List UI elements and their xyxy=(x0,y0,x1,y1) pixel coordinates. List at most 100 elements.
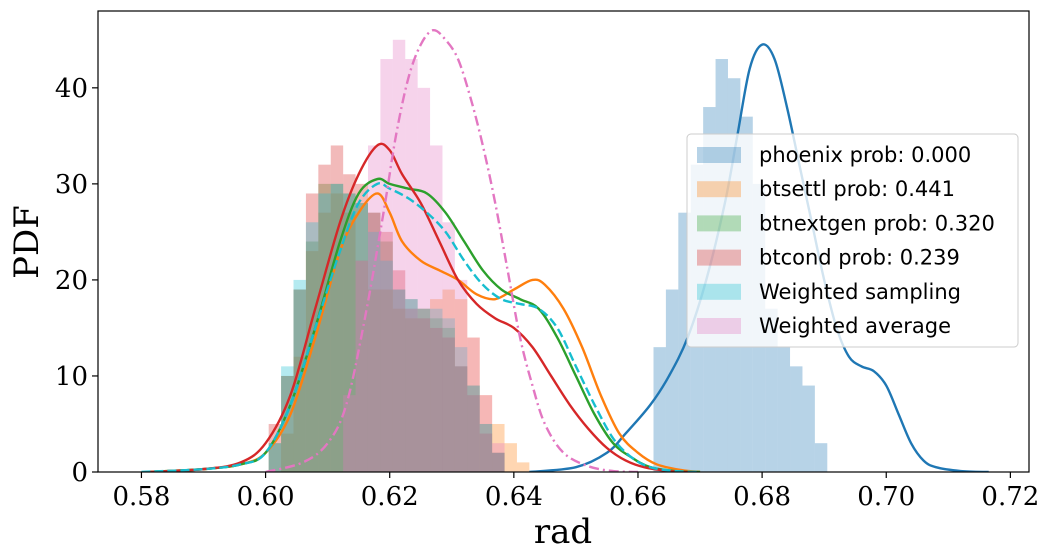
histogram-bar-s0-11 xyxy=(790,366,803,472)
legend-label-s1: btsettl prob: 0.441 xyxy=(759,177,955,201)
histogram-bar-s1-3 xyxy=(318,212,331,472)
histogram-bar-s5-3 xyxy=(380,59,393,472)
histogram-bar-s5-6 xyxy=(417,87,431,472)
histogram-bar-s2-0 xyxy=(268,443,282,472)
histogram-bar-s5-10 xyxy=(467,337,480,472)
y-axis-label: PDF xyxy=(7,205,47,279)
legend: phoenix prob: 0.000 btsettl prob: 0.441 bt… xyxy=(686,133,1019,348)
histogram-bar-s1-5 xyxy=(343,212,356,472)
y-tick-label: 30 xyxy=(55,170,88,200)
histogram-bar-s0-0 xyxy=(653,347,666,472)
histogram-bar-s1-11 xyxy=(417,308,431,472)
histogram-bar-s1-14 xyxy=(454,299,468,472)
histogram-bar-s1-7 xyxy=(367,289,381,472)
legend-label-s3: btcond prob: 0.239 xyxy=(759,246,960,270)
histogram-bar-s3-7 xyxy=(355,183,368,472)
kde-line-s0 xyxy=(529,43,989,472)
histogram-bar-s5-4 xyxy=(392,39,406,472)
x-tick-label: 0.62 xyxy=(361,482,419,512)
histogram-bar-s3-1 xyxy=(281,375,294,472)
y-tick-label: 20 xyxy=(55,266,88,296)
y-tick-label: 0 xyxy=(71,458,88,488)
histogram-bar-s3-6 xyxy=(343,174,356,472)
histogram-bar-s3-8 xyxy=(367,212,381,472)
histogram-bar-s3-3 xyxy=(305,193,319,472)
histogram-bar-s5-9 xyxy=(454,279,468,472)
histogram-bar-s4-11 xyxy=(405,299,418,472)
histogram-bar-s1-9 xyxy=(392,308,406,472)
histogram-bar-s0-13 xyxy=(814,443,828,472)
x-tick-label: 0.58 xyxy=(113,482,171,512)
y-axis-ticks: 0 10 20 30 40 xyxy=(55,74,98,488)
histogram-bar-s2-11 xyxy=(405,299,418,472)
histogram-bar-s3-18 xyxy=(492,452,505,472)
histogram-bar-s3-17 xyxy=(479,433,493,472)
legend-swatch-s0 xyxy=(697,147,741,163)
x-axis-label: rad xyxy=(534,512,592,552)
histogram-bar-s4-8 xyxy=(367,231,381,472)
histogram-bar-s2-8 xyxy=(367,212,381,472)
histogram-bar-s3-9 xyxy=(380,231,393,472)
histogram-bar-s2-10 xyxy=(392,289,406,472)
y-tick-label: 40 xyxy=(55,74,88,104)
histogram-bar-s1-13 xyxy=(442,289,455,472)
histogram-bar-s3-15 xyxy=(454,366,468,472)
histogram-bar-s2-16 xyxy=(467,385,480,472)
legend-box xyxy=(686,133,1019,348)
histogram-bar-s4-14 xyxy=(442,318,455,472)
histogram-bar-s3-16 xyxy=(467,395,480,472)
legend-label-s0: phoenix prob: 0.000 xyxy=(759,143,971,167)
histogram-bar-s5-1 xyxy=(355,260,368,472)
x-tick-label: 0.64 xyxy=(485,482,543,512)
histogram-bar-s4-5 xyxy=(330,183,344,472)
histogram-bar-s4-13 xyxy=(430,308,443,472)
histogram-bar-s1-0 xyxy=(281,433,294,472)
histogram-bar-s2-15 xyxy=(454,366,468,472)
histogram-bar-s0-10 xyxy=(777,347,791,472)
x-tick-label: 0.70 xyxy=(857,482,915,512)
legend-swatch-s2 xyxy=(697,215,741,232)
kde-line-s2 xyxy=(147,177,701,472)
histogram-bar-s5-8 xyxy=(442,222,455,472)
histogram-bar-s4-12 xyxy=(417,308,431,472)
histogram-bar-s3-4 xyxy=(318,164,331,472)
legend-label-s5: Weighted average xyxy=(759,314,951,338)
x-tick-label: 0.72 xyxy=(981,482,1039,512)
histogram-bar-s3-10 xyxy=(392,270,406,472)
histogram-bar-s1-15 xyxy=(467,337,480,472)
x-tick-label: 0.66 xyxy=(609,482,667,512)
histogram-bar-s5-2 xyxy=(367,145,381,472)
x-tick-label: 0.68 xyxy=(733,482,791,512)
kde-line-s4 xyxy=(141,182,701,472)
histogram-bar-s4-0 xyxy=(268,443,282,472)
legend-swatch-s4 xyxy=(697,283,741,300)
legend-label-s4: Weighted sampling xyxy=(759,280,961,304)
histogram-bar-s4-10 xyxy=(392,289,406,472)
histogram-bar-s4-17 xyxy=(479,423,493,472)
kde-curves xyxy=(141,28,989,472)
histogram-bar-s2-3 xyxy=(305,241,319,472)
histogram-bar-s2-18 xyxy=(492,452,505,472)
x-axis-ticks: 0.58 0.60 0.62 0.64 0.66 0.68 0.70 0.72 xyxy=(113,472,1039,512)
histogram-bar-s0-9 xyxy=(765,308,778,472)
legend-swatch-s3 xyxy=(697,249,741,266)
legend-label-s2: btnextgen prob: 0.320 xyxy=(759,211,995,235)
histogram-bar-s5-12 xyxy=(492,443,505,472)
histogram-bar-s2-17 xyxy=(479,423,493,472)
histogram-bar-s2-9 xyxy=(380,241,393,472)
histogram-bar-s1-19 xyxy=(516,462,530,472)
histogram-bar-s1-16 xyxy=(479,395,493,472)
histogram-bar-s5-7 xyxy=(430,145,443,472)
histogram-bar-s3-5 xyxy=(330,145,344,472)
histogram-bar-s2-12 xyxy=(417,308,431,472)
histogram-bar-s2-13 xyxy=(430,318,443,472)
histogram-bar-s3-14 xyxy=(442,337,455,472)
histogram-bar-s1-18 xyxy=(504,443,517,472)
plot-frame xyxy=(97,10,1030,473)
histogram-bar-s0-1 xyxy=(665,289,679,472)
histogram-bar-s2-4 xyxy=(318,183,331,472)
legend-swatch-s5 xyxy=(697,318,741,334)
histogram-bar-s3-12 xyxy=(417,318,431,472)
histogram-bar-s2-14 xyxy=(442,327,455,472)
